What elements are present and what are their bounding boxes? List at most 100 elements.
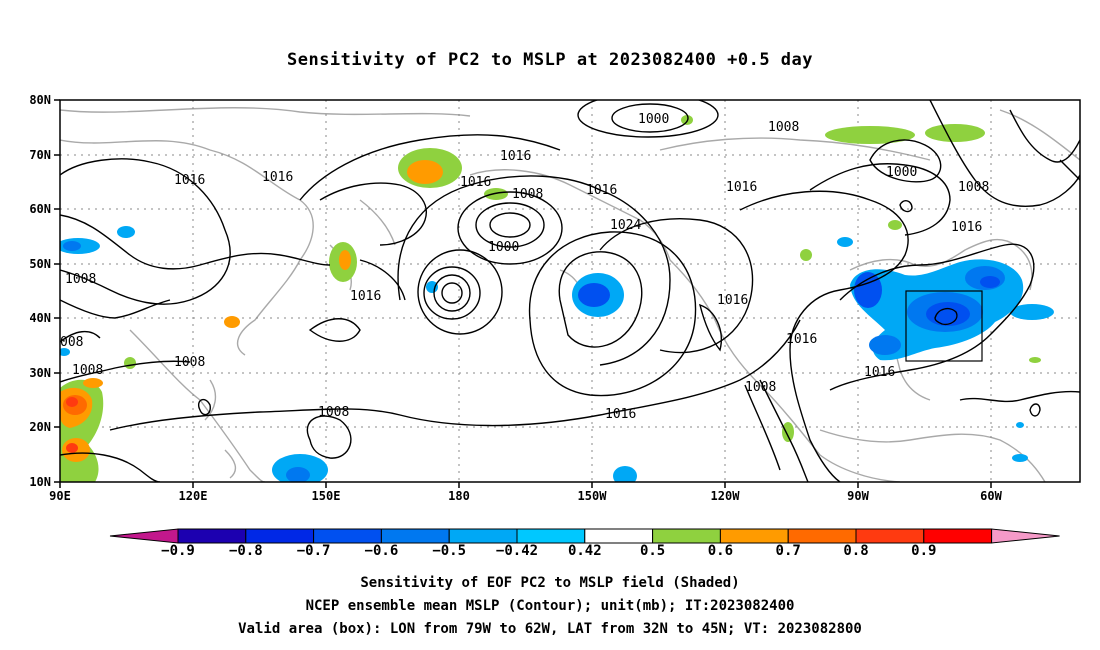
colorbar-swatch	[855, 528, 925, 544]
colorbar-swatch	[313, 528, 382, 544]
positive-region	[83, 378, 103, 388]
valid-area-box	[905, 290, 983, 362]
colorbar	[109, 528, 1060, 544]
colorbar-label: −0.9	[161, 543, 195, 559]
contour-label: 1008	[65, 272, 96, 287]
contour-label: 1008	[745, 380, 776, 395]
positive-region	[339, 250, 351, 270]
chart-title: Sensitivity of PC2 to MSLP at 2023082400…	[286, 50, 813, 70]
contour-label: 1016	[460, 175, 491, 190]
negative-region	[1012, 454, 1028, 462]
negative-region	[60, 348, 70, 356]
positive-region	[925, 124, 985, 142]
negative-region	[1010, 304, 1054, 320]
colorbar-end-low	[109, 528, 179, 544]
lat-label: 40N	[29, 311, 51, 325]
lat-label: 30N	[29, 366, 51, 380]
colorbar-swatch	[448, 528, 518, 544]
colorbar-label: −0.6	[364, 543, 399, 559]
caption-line-1: Sensitivity of EOF PC2 to MSLP field (Sh…	[360, 575, 740, 591]
negative-region	[837, 237, 853, 247]
contour-label: 1016	[262, 170, 293, 185]
lat-label: 10N	[29, 475, 51, 489]
positive-region	[1029, 357, 1041, 363]
contour-label: 1000	[886, 165, 917, 180]
positive-region	[66, 443, 78, 453]
lon-label: 90W	[847, 489, 869, 503]
positive-region	[224, 316, 240, 328]
colorbar-swatch	[380, 528, 450, 544]
colorbar-label: 0.6	[707, 543, 734, 559]
lat-labels: 80N 70N 60N 50N 40N 30N 20N 10N	[29, 93, 51, 489]
lat-label: 60N	[29, 202, 51, 216]
contour-label: 1008	[72, 363, 103, 378]
contour-label: 008	[60, 335, 83, 350]
negative-region	[63, 241, 81, 251]
sensitivity-shading	[60, 115, 1054, 482]
colorbar-label: 0.9	[911, 543, 937, 559]
negative-region	[286, 467, 310, 482]
contour-label: 1008	[768, 120, 799, 135]
lon-label: 120E	[179, 489, 208, 503]
colorbar-label: 0.8	[843, 543, 869, 559]
negative-region	[1016, 422, 1024, 428]
contour-label: 1000	[638, 112, 669, 127]
contour-label: 1008	[174, 355, 205, 370]
colorbar-label: −0.5	[432, 543, 467, 559]
lon-label: 150W	[578, 489, 608, 503]
lat-label: 50N	[29, 257, 51, 271]
colorbar-end-high	[991, 528, 1060, 544]
negative-region	[426, 281, 438, 293]
lon-label: 120W	[711, 489, 741, 503]
caption-line-2: NCEP ensemble mean MSLP (Contour); unit(…	[305, 598, 795, 614]
contour-label: 1008	[958, 180, 989, 195]
lat-label: 70N	[29, 148, 51, 162]
contour-label: 1016	[786, 332, 817, 347]
lon-labels: 90E 120E 150E 180 150W 120W 90W 60W	[49, 489, 1002, 503]
colorbar-label: −0.7	[296, 543, 331, 559]
positive-region	[782, 422, 794, 442]
positive-region	[825, 126, 915, 144]
positive-region	[484, 188, 508, 200]
negative-region	[578, 283, 610, 307]
contour-label: 1016	[951, 220, 982, 235]
lon-label: 180	[448, 489, 470, 503]
negative-region	[117, 226, 135, 238]
contour-label: 1016	[500, 149, 531, 164]
lon-label: 60W	[980, 489, 1002, 503]
contour-label: 1016	[586, 183, 617, 198]
positive-region	[888, 220, 902, 230]
contour-label: 1008	[512, 187, 543, 202]
positive-region	[407, 160, 443, 184]
contour-label: 1016	[726, 180, 757, 195]
contour-label: 1000	[488, 240, 519, 255]
caption-line-3: Valid area (box): LON from 79W to 62W, L…	[238, 621, 862, 637]
colorbar-label: 0.42	[567, 543, 602, 559]
negative-region	[869, 335, 901, 355]
negative-region	[980, 276, 1000, 288]
positive-region	[124, 357, 136, 369]
colorbar-label: 0.7	[775, 543, 801, 559]
colorbar-label: −0.42	[495, 543, 539, 559]
lat-label: 80N	[29, 93, 51, 107]
contour-label: 1016	[864, 365, 895, 380]
positive-region	[800, 249, 812, 261]
colorbar-swatch	[245, 528, 315, 544]
colorbar-label: 0.5	[639, 543, 666, 559]
contour-label: 1016	[717, 293, 748, 308]
plot-frame	[59, 99, 1081, 483]
negative-region	[926, 302, 970, 326]
contour-label: 1016	[605, 407, 636, 422]
lon-label: 150E	[312, 489, 341, 503]
contour-label: 1016	[350, 289, 381, 304]
contour-label-group: 1000 1008 1016 1016 1016 1008 1000 1016 …	[60, 112, 989, 422]
colorbar-label: −0.8	[228, 543, 263, 559]
lon-label: 90E	[49, 489, 71, 503]
contour-label: 1016	[174, 173, 205, 188]
contour-label: 1008	[318, 405, 349, 420]
lat-label: 20N	[29, 420, 51, 434]
colorbar-swatch	[584, 528, 654, 544]
colorbar-swatch	[652, 528, 721, 544]
axis-ticks	[54, 99, 992, 488]
